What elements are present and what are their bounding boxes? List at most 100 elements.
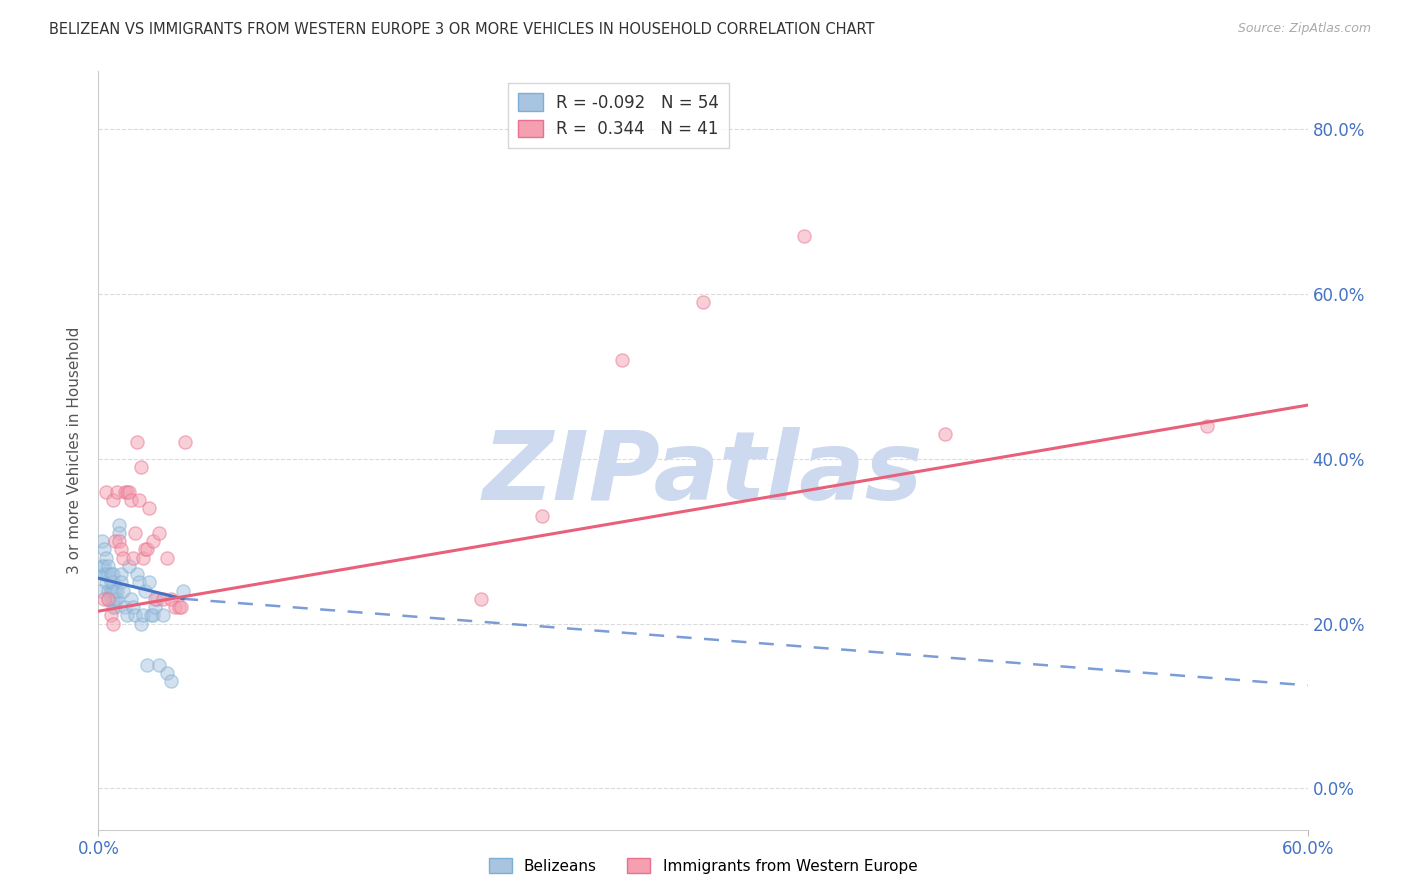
Text: Source: ZipAtlas.com: Source: ZipAtlas.com bbox=[1237, 22, 1371, 36]
Point bbox=[115, 608, 138, 623]
Point bbox=[96, 575, 118, 590]
Text: BELIZEAN VS IMMIGRANTS FROM WESTERN EUROPE 3 OR MORE VEHICLES IN HOUSEHOLD CORRE: BELIZEAN VS IMMIGRANTS FROM WESTERN EURO… bbox=[49, 22, 875, 37]
Point bbox=[124, 608, 146, 623]
Point bbox=[97, 591, 120, 606]
Point bbox=[793, 229, 815, 244]
Point bbox=[118, 558, 141, 573]
Point bbox=[103, 591, 125, 606]
Point bbox=[100, 591, 122, 606]
Point bbox=[174, 435, 197, 450]
Point bbox=[101, 575, 124, 590]
Point bbox=[152, 608, 174, 623]
Point bbox=[135, 657, 157, 672]
Point bbox=[129, 459, 152, 474]
Point bbox=[128, 492, 150, 507]
Point bbox=[135, 542, 157, 557]
Point bbox=[120, 492, 142, 507]
Point bbox=[160, 591, 183, 606]
Point bbox=[97, 583, 120, 598]
Point bbox=[91, 534, 114, 549]
Point bbox=[156, 665, 179, 680]
Point bbox=[148, 657, 170, 672]
Point bbox=[142, 608, 165, 623]
Point bbox=[163, 600, 186, 615]
Point bbox=[125, 567, 148, 582]
Point bbox=[105, 583, 128, 598]
Point bbox=[111, 583, 134, 598]
Point bbox=[101, 492, 124, 507]
Point bbox=[103, 583, 125, 598]
Point bbox=[110, 575, 132, 590]
Point bbox=[96, 484, 118, 499]
Point bbox=[121, 550, 143, 565]
Point bbox=[97, 567, 120, 582]
Point bbox=[97, 591, 120, 606]
Point bbox=[97, 558, 120, 573]
Point bbox=[134, 583, 156, 598]
Point bbox=[96, 550, 118, 565]
Point bbox=[156, 550, 179, 565]
Point bbox=[142, 534, 165, 549]
Point bbox=[114, 484, 136, 499]
Point bbox=[103, 534, 125, 549]
Point bbox=[107, 534, 129, 549]
Point bbox=[105, 591, 128, 606]
Point bbox=[89, 583, 111, 598]
Point bbox=[100, 608, 122, 623]
Point bbox=[107, 525, 129, 540]
Point bbox=[160, 674, 183, 689]
Point bbox=[118, 484, 141, 499]
Point bbox=[107, 517, 129, 532]
Point bbox=[170, 600, 193, 615]
Point bbox=[110, 542, 132, 557]
Point bbox=[93, 591, 115, 606]
Point bbox=[470, 591, 492, 606]
Point bbox=[120, 591, 142, 606]
Point bbox=[110, 567, 132, 582]
Point bbox=[91, 558, 114, 573]
Point bbox=[692, 295, 714, 310]
Point bbox=[139, 608, 162, 623]
Legend: Belizeans, Immigrants from Western Europe: Belizeans, Immigrants from Western Europ… bbox=[482, 852, 924, 880]
Point bbox=[115, 484, 138, 499]
Point bbox=[143, 600, 166, 615]
Point bbox=[172, 583, 194, 598]
Point bbox=[96, 567, 118, 582]
Point bbox=[93, 542, 115, 557]
Point bbox=[530, 509, 553, 524]
Point bbox=[101, 616, 124, 631]
Point bbox=[114, 600, 136, 615]
Point bbox=[129, 616, 152, 631]
Point bbox=[134, 542, 156, 557]
Point bbox=[93, 567, 115, 582]
Point bbox=[138, 501, 160, 516]
Point bbox=[101, 591, 124, 606]
Text: ZIPatlas: ZIPatlas bbox=[482, 426, 924, 520]
Point bbox=[124, 525, 146, 540]
Point bbox=[1195, 418, 1218, 433]
Point bbox=[143, 591, 166, 606]
Point bbox=[121, 600, 143, 615]
Point bbox=[111, 550, 134, 565]
Point bbox=[103, 600, 125, 615]
Point bbox=[100, 583, 122, 598]
Point bbox=[138, 575, 160, 590]
Point bbox=[93, 558, 115, 573]
Y-axis label: 3 or more Vehicles in Household: 3 or more Vehicles in Household bbox=[67, 326, 83, 574]
Point bbox=[105, 484, 128, 499]
Point bbox=[167, 600, 190, 615]
Point bbox=[125, 435, 148, 450]
Point bbox=[100, 575, 122, 590]
Legend: R = -0.092   N = 54, R =  0.344   N = 41: R = -0.092 N = 54, R = 0.344 N = 41 bbox=[508, 84, 728, 148]
Point bbox=[101, 583, 124, 598]
Point bbox=[101, 567, 124, 582]
Point bbox=[152, 591, 174, 606]
Point bbox=[934, 427, 956, 442]
Point bbox=[128, 575, 150, 590]
Point bbox=[132, 550, 155, 565]
Point bbox=[132, 608, 155, 623]
Point bbox=[146, 591, 169, 606]
Point bbox=[101, 600, 124, 615]
Point bbox=[148, 525, 170, 540]
Point bbox=[100, 567, 122, 582]
